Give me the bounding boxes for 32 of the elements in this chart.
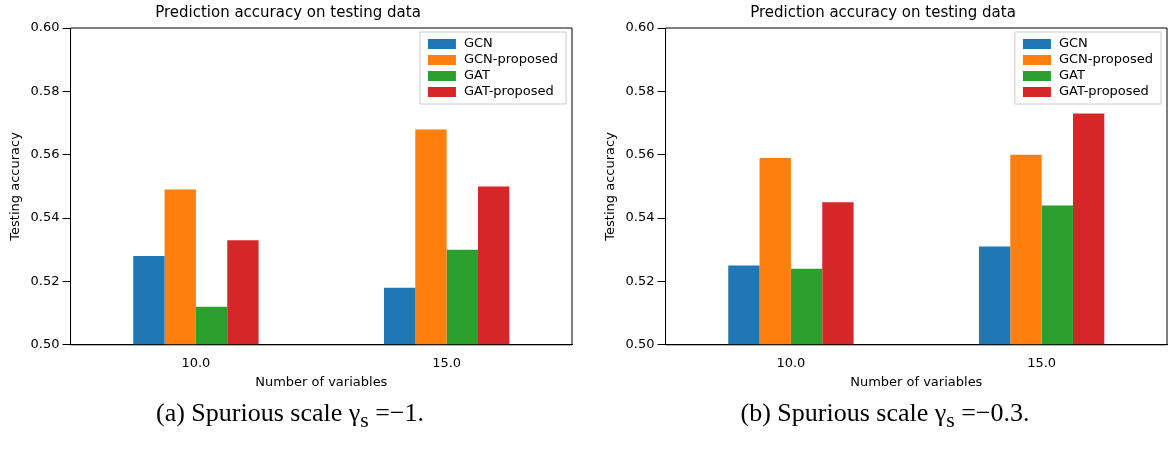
x-tick-label: 15.0	[432, 354, 462, 370]
legend-label: GAT-proposed	[463, 83, 554, 99]
y-tick-label: 0.56	[625, 146, 655, 162]
y-tick-label: 0.54	[625, 209, 655, 225]
x-tick-label: 10.0	[776, 354, 806, 370]
legend-label: GCN-proposed	[1058, 51, 1153, 67]
y-tick-label: 0.54	[30, 209, 60, 225]
y-tick-label: 0.60	[625, 19, 655, 35]
legend-label: GCN	[463, 35, 493, 51]
text: (a) Spurious scale γ$_{s}$ =−1.	[154, 398, 425, 434]
legend-label: GAT	[1058, 67, 1085, 83]
y-tick-label: 0.50	[625, 336, 655, 352]
y-tick-label: 0.56	[30, 146, 60, 162]
y-axis-title: Testing accuracy	[602, 131, 618, 242]
y-tick-label: 0.52	[30, 272, 60, 288]
text: (b) Spurious scale γ$_{s}$ =−0.3.	[739, 398, 1031, 434]
y-tick-label: 0.50	[30, 336, 60, 352]
y-tick-label: 0.58	[625, 82, 655, 98]
chart-title: Prediction accuracy on testing data	[155, 2, 421, 21]
x-axis-title: Number of variables	[850, 373, 983, 389]
y-tick-label: 0.58	[30, 82, 60, 98]
y-tick-label: 0.60	[30, 19, 60, 35]
chart-title: Prediction accuracy on testing data	[750, 2, 1016, 21]
x-axis-title: Number of variables	[255, 373, 388, 389]
y-axis-title: Testing accuracy	[7, 131, 23, 242]
x-tick-label: 15.0	[1027, 354, 1057, 370]
y-tick-label: 0.52	[625, 272, 655, 288]
legend-label: GCN	[1058, 35, 1088, 51]
legend-label: GCN-proposed	[463, 51, 558, 67]
legend-label: GAT-proposed	[1058, 83, 1149, 99]
x-tick-label: 10.0	[181, 354, 211, 370]
legend-label: GAT	[463, 67, 490, 83]
